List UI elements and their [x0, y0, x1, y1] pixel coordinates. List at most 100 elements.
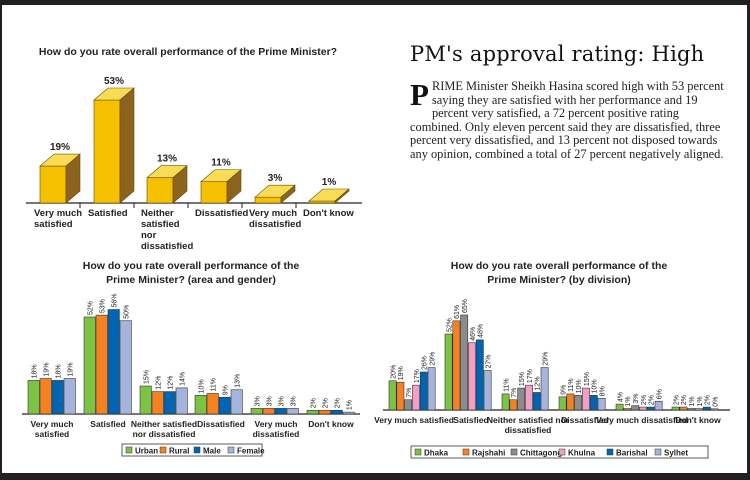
chart3-data-label: 48% [478, 324, 485, 338]
chart2-category-label: Don't know [308, 419, 354, 429]
article-body: P RIME Minister Sheikh Hasina scored high… [410, 77, 725, 162]
chart3-bar [412, 384, 420, 411]
chart3-data-label: 1% [697, 396, 704, 406]
chart3-bar [631, 405, 640, 411]
chart2-legend-swatch [159, 446, 167, 454]
chart2-legend-label: Urban [135, 447, 158, 456]
chart3-data-label: 17% [414, 369, 421, 383]
chart1-category-label: Don't know [303, 208, 354, 219]
chart1-bar-front [39, 165, 67, 204]
chart2-bar [139, 385, 152, 415]
chart3-data-label: 2% [649, 395, 656, 405]
chart2-bar [163, 391, 176, 415]
chart3-bar [396, 381, 405, 411]
article: PM's approval rating: High P RIME Ministe… [410, 42, 725, 162]
chart2-data-label: 3% [267, 396, 274, 406]
chart2-legend [121, 443, 263, 457]
chart1-category-label: Satisfied [88, 208, 128, 219]
chart2-category-label: Dissatisfied [197, 419, 245, 429]
chart3-bar [532, 392, 541, 411]
chart2-legend-label: Female [237, 447, 265, 456]
chart1-value-label: 11% [211, 158, 231, 169]
chart3-data-label: 4% [617, 392, 624, 402]
chart2-data-label: 3% [291, 396, 298, 406]
chart3-data-label: 19% [398, 366, 405, 380]
chart2-data-label: 9% [223, 385, 230, 395]
chart1-value-label: 53% [104, 76, 124, 87]
chart2-data-label: 14% [180, 372, 187, 386]
chart1-bar-front [200, 181, 228, 204]
chart3-data-label: 9% [560, 385, 567, 395]
chart3-category-label: Don't know [675, 415, 721, 425]
chart3-data-label: 1% [689, 396, 696, 406]
chart3-bar [702, 406, 711, 411]
chart3-bar [501, 393, 510, 411]
chart3-bar [639, 406, 647, 411]
chart2-category-label: Very much dissatisfied [253, 419, 300, 439]
chart1-bar-side [226, 168, 242, 204]
chart2-legend-label: Male [203, 447, 221, 456]
chart2-bar [318, 409, 331, 415]
chart1-category-label: Neither satisfied nor dissatisfied [141, 208, 193, 252]
chart3-data-label: 2% [673, 395, 680, 405]
chart2-bar [218, 396, 231, 415]
chart1-bar-side [334, 188, 350, 204]
chart3-legend-label: Barishal [616, 449, 648, 458]
chart2-category-label: Very much satisfied [31, 419, 74, 439]
chart3-data-label: 2% [641, 395, 648, 405]
chart3-data-label: 7% [511, 388, 518, 398]
chart3-data-label: 15% [519, 372, 526, 386]
left-border [0, 0, 2, 480]
chart1-bar-side [172, 165, 188, 204]
chart2-bar [286, 408, 299, 415]
chart3-bar [695, 408, 703, 411]
chart3-data-label: 15% [584, 372, 591, 386]
chart2-data-label: 1% [347, 400, 354, 410]
chart3-bar [427, 367, 436, 411]
chart1-value-label: 19% [50, 142, 70, 153]
chart3-legend-swatch [606, 448, 614, 456]
chart3-bar [452, 320, 461, 411]
drop-cap: P [410, 77, 429, 112]
chart2-data-label: 12% [156, 376, 163, 390]
chart1-bar-side [65, 153, 81, 204]
chart3-data-label: 10% [592, 379, 599, 393]
chart3-legend-swatch [414, 448, 422, 456]
chart3-bar [574, 395, 583, 411]
chart1-category-label: Dissatisfied [195, 208, 249, 219]
chart3-bar [615, 403, 624, 411]
chart3-legend-label: Chittagong [520, 449, 562, 458]
chart3-bar [509, 399, 518, 411]
chart2-bar [342, 411, 355, 415]
chart2-data-label: 53% [100, 299, 107, 313]
chart2-title: How do you rate overall performance of t… [83, 260, 300, 272]
chart1-bar-side [119, 87, 135, 204]
chart3-title: Prime Minister? (by division) [487, 274, 631, 286]
chart3-bar [597, 398, 606, 411]
chart3-bar [468, 342, 476, 411]
chart3-data-label: 52% [446, 318, 453, 332]
chart1-bar-front [254, 196, 282, 204]
chart2-data-label: 12% [168, 376, 175, 390]
chart3-bar [566, 393, 575, 411]
chart2-data-label: 18% [32, 364, 39, 378]
chart1-category-label: Very much dissatisfied [249, 208, 301, 230]
chart2-data-label: 2% [323, 398, 330, 408]
chart3-category-label: Dissatisfied [561, 415, 609, 425]
chart3-data-label: 2% [681, 395, 688, 405]
chart2-bar [151, 391, 164, 415]
chart2-bar [262, 408, 275, 415]
chart3-data-label: 6% [656, 389, 663, 399]
chart3-data-label: 61% [454, 305, 461, 319]
chart2-data-label: 56% [112, 294, 119, 308]
chart2-bar [175, 387, 188, 415]
chart2-legend-swatch [193, 446, 201, 454]
chart3-bar [589, 395, 598, 411]
chart3-data-label: 29% [429, 352, 436, 366]
chart3-bar [646, 406, 655, 411]
chart2-data-label: 3% [255, 396, 262, 406]
chart2-bar [83, 316, 96, 415]
chart1-value-label: 3% [268, 173, 283, 184]
chart3-data-label: 11% [568, 378, 575, 392]
chart3-bar [517, 387, 526, 411]
